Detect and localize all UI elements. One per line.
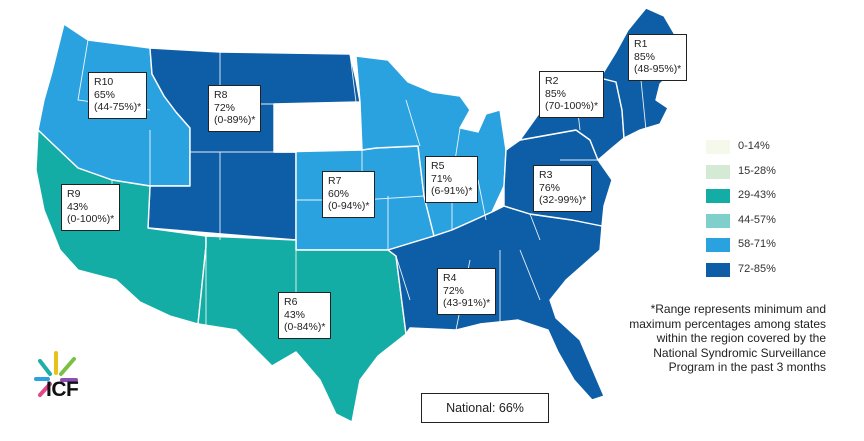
icf-logo-icon	[34, 351, 78, 397]
region-pct: 72%	[214, 101, 236, 114]
region-range: (32-99%)*	[539, 194, 587, 206]
region-range: (44-75%)*	[94, 101, 142, 113]
region-pct: 65%	[94, 88, 116, 101]
logo-ray	[59, 357, 76, 376]
region-pct: 76%	[539, 181, 561, 194]
region-label-r1: R1 85% (48-95%)*	[628, 34, 688, 81]
legend-item: 44-57%	[706, 210, 826, 235]
region-id: R10	[94, 76, 114, 88]
logo-ray	[38, 359, 52, 376]
region-id: R9	[67, 188, 81, 200]
region-id: R1	[634, 38, 648, 50]
region-id: R4	[443, 272, 457, 284]
region-pct: 60%	[328, 187, 350, 200]
region-range: (48-95%)*	[634, 63, 682, 75]
region-label-r8: R8 72% (0-89%)*	[208, 85, 262, 132]
region-pct: 43%	[67, 200, 89, 213]
region-pct: 72%	[443, 284, 465, 297]
legend-label: 72-85%	[738, 262, 776, 275]
region-range: (0-84%)*	[284, 321, 326, 333]
legend-item: 0-14%	[706, 136, 826, 161]
region-pct: 71%	[431, 172, 453, 185]
legend-swatch	[706, 140, 730, 154]
region-id: R7	[328, 175, 342, 187]
region-id: R5	[431, 160, 445, 172]
region-range: (70-100%)*	[545, 100, 599, 112]
legend-item: 29-43%	[706, 185, 826, 210]
region-id: R6	[284, 296, 298, 308]
region-range: (0-89%)*	[214, 114, 256, 126]
region-label-r9: R9 43% (0-100%)*	[61, 184, 121, 231]
legend-swatch	[706, 189, 730, 204]
legend: 0-14% 15-28% 29-43% 44-57% 58-71% 72-85%	[706, 136, 826, 284]
legend-label: 15-28%	[738, 164, 776, 177]
region-id: R8	[214, 89, 228, 101]
region-label-r10: R10 65% (44-75%)*	[88, 72, 148, 119]
logo-ray	[38, 382, 52, 397]
region-pct: 85%	[634, 50, 656, 63]
region-r9	[35, 129, 207, 325]
region-id: R3	[539, 169, 553, 181]
legend-label: 44-57%	[738, 213, 776, 226]
legend-swatch	[706, 238, 730, 253]
logo-text: ICF	[46, 378, 79, 401]
legend-label: 58-71%	[738, 238, 776, 251]
legend-swatch	[706, 164, 730, 179]
footnote: *Range represents minimum and maximum pe…	[629, 302, 826, 374]
region-range: (0-94%)*	[328, 200, 370, 212]
region-label-r6: R6 43% (0-84%)*	[278, 292, 332, 339]
legend-item: 58-71%	[706, 234, 826, 259]
legend-item: 15-28%	[706, 161, 826, 186]
region-label-r5: R5 71% (6-91%)*	[425, 156, 479, 203]
national-rate: National: 66%	[421, 393, 549, 423]
region-label-r4: R4 72% (43-91%)*	[437, 268, 497, 315]
legend-swatch	[706, 262, 730, 277]
region-label-r2: R2 85% (70-100%)*	[539, 71, 605, 118]
region-pct: 85%	[545, 87, 567, 100]
legend-swatch	[706, 213, 730, 228]
region-range: (6-91%)*	[431, 185, 473, 197]
region-pct: 43%	[284, 308, 306, 321]
legend-label: 0-14%	[738, 140, 770, 152]
legend-item: 72-85%	[706, 259, 826, 284]
region-label-r7: R7 60% (0-94%)*	[322, 171, 376, 218]
region-id: R2	[545, 75, 559, 87]
legend-label: 29-43%	[738, 189, 776, 202]
region-range: (0-100%)*	[67, 213, 115, 225]
region-label-r3: R3 76% (32-99%)*	[533, 165, 593, 212]
region-range: (43-91%)*	[443, 297, 491, 309]
